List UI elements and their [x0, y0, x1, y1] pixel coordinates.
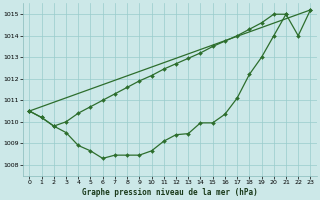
X-axis label: Graphe pression niveau de la mer (hPa): Graphe pression niveau de la mer (hPa) [82, 188, 258, 197]
